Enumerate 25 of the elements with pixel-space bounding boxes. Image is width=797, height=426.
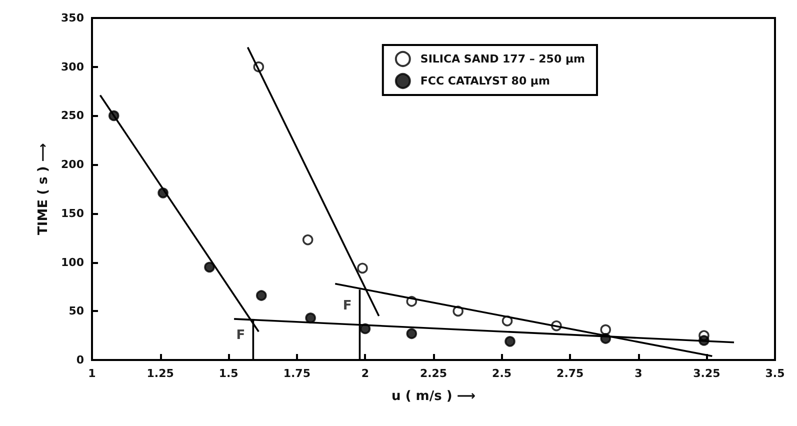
y-tick-label: 0: [76, 354, 84, 366]
x-tick-label: 1.5: [218, 367, 238, 380]
y-tick-label: 350: [61, 12, 84, 24]
x-tick-label: 1: [88, 367, 96, 380]
x-tick-label: 2.75: [556, 367, 584, 380]
x-tick-label: 3.5: [765, 367, 785, 380]
x-tick-label: 2: [361, 367, 370, 380]
y-tick-label: 300: [61, 60, 84, 74]
x-tick-label: 2.5: [492, 367, 512, 380]
x-tick-label: 1.75: [283, 367, 310, 380]
x-tick-label: 3: [634, 367, 642, 380]
legend-label: SILICA SAND 177 – 250 μm: [420, 52, 586, 66]
x-tick-label: 3.25: [693, 367, 720, 380]
y-tick-label: 250: [61, 109, 84, 122]
annotation: F: [236, 328, 246, 343]
y-tick-label: 50: [68, 304, 84, 318]
x-axis-title: u ( m/s ) ⟶: [392, 389, 476, 404]
y-tick-label: 200: [61, 158, 84, 172]
x-tick-label: 2.25: [420, 367, 448, 380]
y-tick-label: 100: [61, 256, 84, 269]
y-axis-title: TIME ( s ) ⟶: [36, 143, 51, 235]
legend-label: FCC CATALYST 80 μm: [420, 74, 550, 88]
y-tick-label: 150: [61, 206, 84, 220]
annotation: F: [342, 298, 352, 314]
x-tick-label: 1.25: [146, 367, 174, 380]
